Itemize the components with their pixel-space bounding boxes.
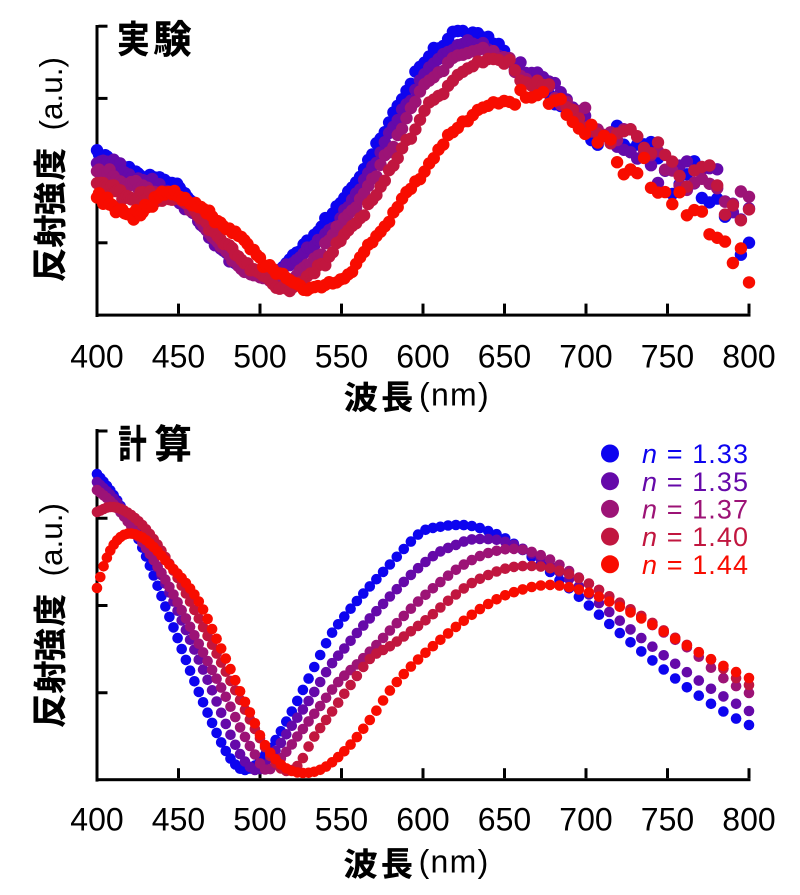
svg-text:550: 550	[315, 802, 368, 838]
svg-text:(a.u.): (a.u.)	[33, 503, 69, 577]
svg-text:650: 650	[478, 339, 531, 375]
svg-text:600: 600	[396, 339, 449, 375]
svg-text:500: 500	[233, 802, 286, 838]
svg-text:400: 400	[70, 339, 123, 375]
svg-text:(nm): (nm)	[419, 843, 490, 879]
svg-text:(a.u.): (a.u.)	[33, 57, 69, 131]
svg-text:650: 650	[478, 802, 531, 838]
svg-text:700: 700	[559, 802, 612, 838]
svg-text:(nm): (nm)	[419, 377, 490, 413]
svg-text:n = 1.40: n = 1.40	[642, 522, 749, 552]
svg-text:n = 1.35: n = 1.35	[642, 467, 749, 497]
svg-text:450: 450	[152, 802, 205, 838]
svg-text:700: 700	[559, 339, 612, 375]
svg-text:n = 1.44: n = 1.44	[642, 550, 749, 580]
svg-text:750: 750	[641, 802, 694, 838]
svg-text:500: 500	[233, 339, 286, 375]
svg-text:800: 800	[722, 339, 775, 375]
svg-text:600: 600	[396, 802, 449, 838]
svg-text:n = 1.37: n = 1.37	[642, 495, 749, 525]
svg-text:400: 400	[70, 802, 123, 838]
svg-text:800: 800	[722, 802, 775, 838]
svg-text:n = 1.33: n = 1.33	[642, 439, 749, 469]
svg-text:550: 550	[315, 339, 368, 375]
svg-text:750: 750	[641, 339, 694, 375]
svg-text:450: 450	[152, 339, 205, 375]
